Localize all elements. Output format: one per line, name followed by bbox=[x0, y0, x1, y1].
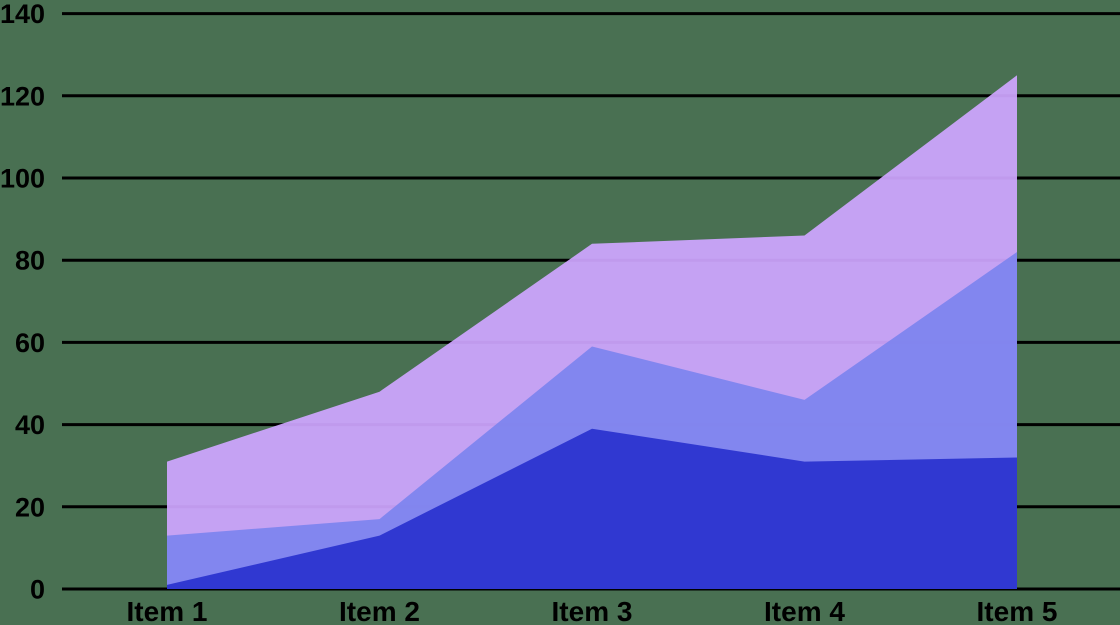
x-axis-label-5: Item 5 bbox=[977, 596, 1058, 625]
y-axis-labels-group: 0 20 40 60 80 100 120 140 bbox=[0, 0, 45, 605]
y-tick-label: 140 bbox=[0, 0, 45, 29]
x-axis-label-3: Item 3 bbox=[552, 596, 633, 625]
x-axis-label-1: Item 1 bbox=[127, 596, 208, 625]
area-front-layer-dark-blue bbox=[167, 428, 1017, 589]
y-tick-label: 100 bbox=[0, 164, 45, 194]
y-tick-label: 60 bbox=[15, 328, 45, 358]
x-axis-label-4: Item 4 bbox=[764, 596, 845, 625]
y-tick-label: 80 bbox=[15, 246, 45, 276]
y-tick-label: 120 bbox=[0, 81, 45, 111]
y-tick-label: 20 bbox=[15, 492, 45, 522]
area-layers-group bbox=[167, 75, 1017, 590]
y-tick-label: 40 bbox=[15, 410, 45, 440]
x-axis-label-2: Item 2 bbox=[339, 596, 420, 625]
y-tick-label: 0 bbox=[30, 575, 45, 605]
x-axis-labels-group: Item 1 Item 2 Item 3 Item 4 Item 5 bbox=[127, 596, 1058, 625]
